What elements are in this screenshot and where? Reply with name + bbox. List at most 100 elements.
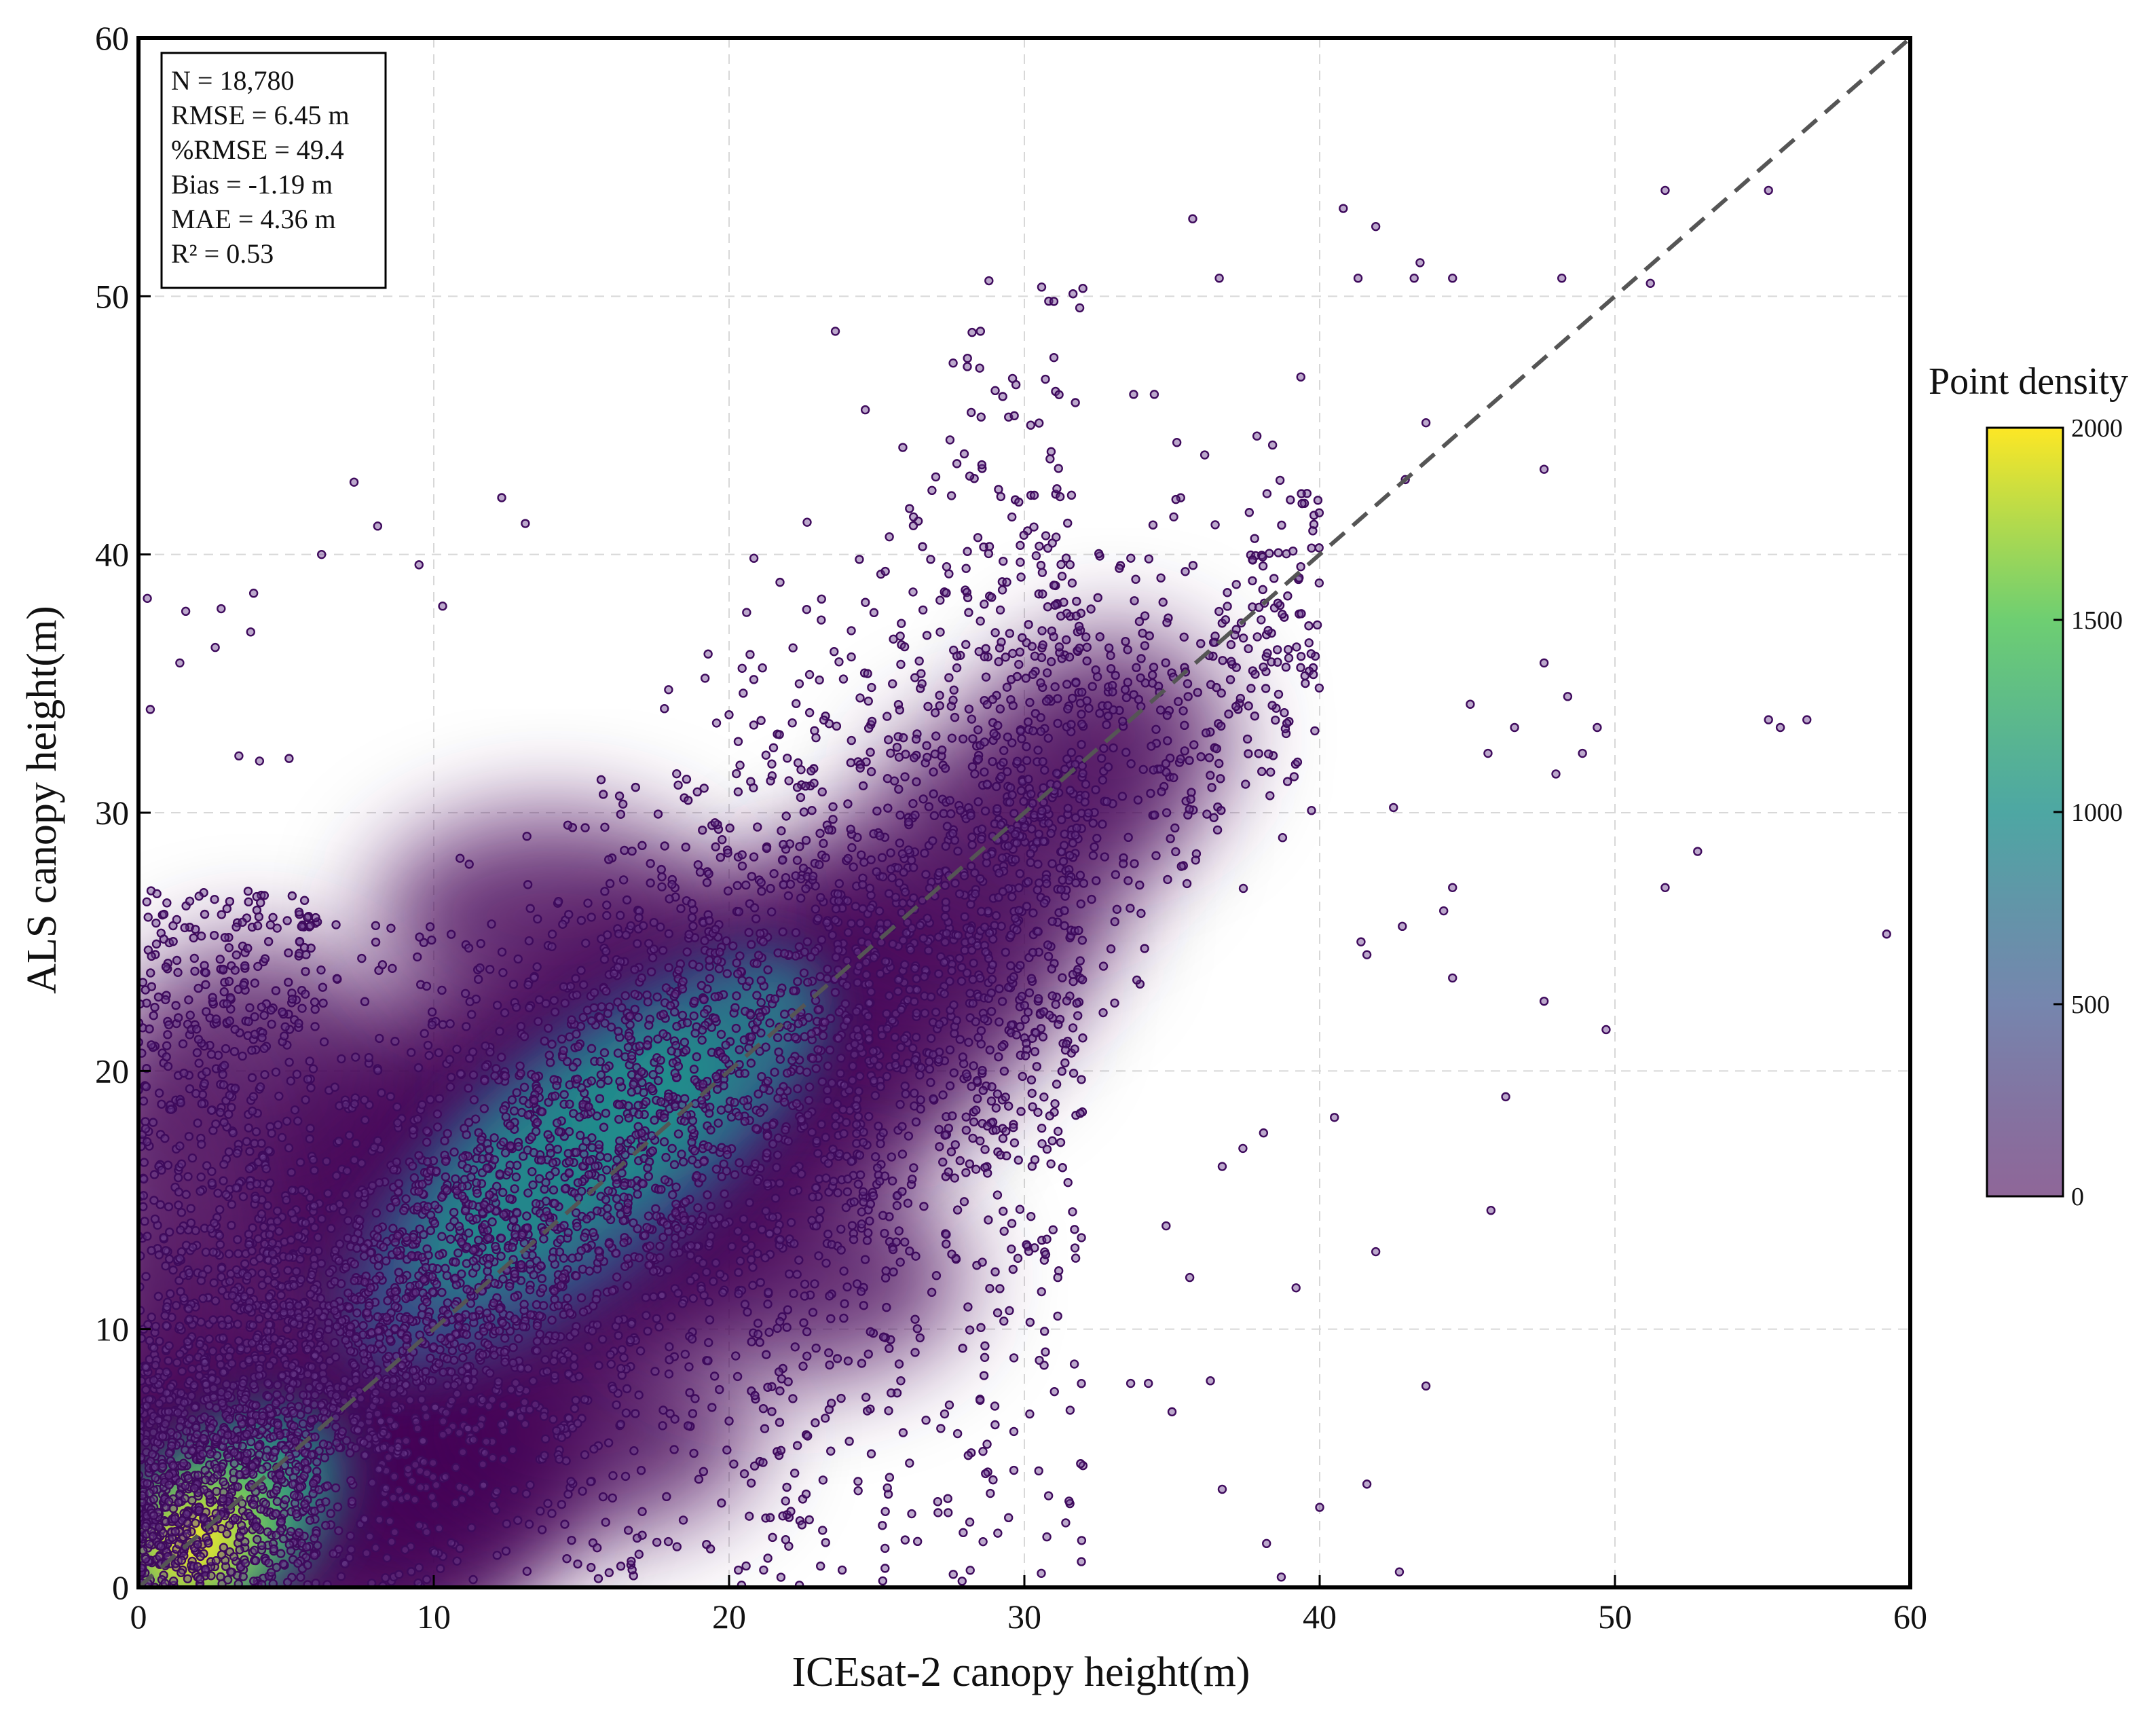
data-point bbox=[1073, 965, 1083, 974]
data-point bbox=[908, 798, 918, 809]
data-point bbox=[525, 1480, 535, 1490]
data-point bbox=[880, 1228, 889, 1238]
data-point bbox=[973, 533, 983, 542]
data-point bbox=[341, 1336, 350, 1345]
data-point bbox=[695, 867, 705, 877]
data-point bbox=[837, 1565, 847, 1575]
data-point bbox=[986, 1006, 997, 1016]
data-point bbox=[781, 811, 791, 821]
data-point bbox=[400, 1314, 410, 1324]
data-point bbox=[897, 1122, 907, 1131]
data-point bbox=[865, 1216, 874, 1226]
data-point bbox=[781, 1535, 791, 1545]
data-point bbox=[857, 880, 868, 889]
data-point bbox=[753, 1329, 763, 1339]
data-point bbox=[320, 1343, 330, 1352]
data-point bbox=[866, 1449, 876, 1458]
data-point bbox=[745, 650, 755, 659]
data-point bbox=[508, 1242, 517, 1252]
data-point bbox=[933, 932, 944, 942]
data-point bbox=[617, 1168, 627, 1178]
data-point bbox=[272, 1390, 282, 1399]
data-point bbox=[817, 615, 826, 625]
data-point bbox=[795, 842, 804, 851]
data-point bbox=[758, 1403, 768, 1414]
data-point bbox=[836, 1393, 846, 1403]
data-point bbox=[918, 542, 927, 551]
data-point bbox=[998, 392, 1007, 401]
data-point bbox=[745, 1511, 754, 1521]
data-point bbox=[1042, 1532, 1052, 1542]
data-point bbox=[699, 1008, 709, 1018]
data-point bbox=[927, 485, 937, 496]
data-point bbox=[422, 1157, 432, 1166]
data-point bbox=[393, 1118, 403, 1128]
data-point bbox=[344, 1302, 354, 1312]
data-point bbox=[644, 1211, 654, 1221]
data-point bbox=[413, 1114, 423, 1124]
data-point bbox=[822, 974, 832, 983]
data-point bbox=[1065, 1405, 1075, 1415]
data-point bbox=[319, 1037, 329, 1047]
data-point bbox=[741, 1234, 750, 1243]
data-point bbox=[645, 1241, 655, 1251]
data-point bbox=[602, 1211, 612, 1221]
data-point bbox=[935, 1019, 944, 1029]
data-point bbox=[563, 1149, 573, 1158]
data-point bbox=[420, 1029, 429, 1038]
data-point bbox=[604, 1239, 614, 1249]
data-point bbox=[181, 1190, 191, 1200]
data-point bbox=[614, 1331, 623, 1340]
data-point bbox=[1048, 1225, 1058, 1234]
data-point bbox=[407, 1251, 417, 1261]
data-point bbox=[284, 978, 293, 987]
data-point bbox=[684, 929, 694, 939]
data-point bbox=[1001, 947, 1010, 957]
data-point bbox=[481, 1062, 490, 1071]
data-point bbox=[603, 1075, 613, 1085]
data-point bbox=[351, 1333, 360, 1343]
data-point bbox=[804, 1095, 814, 1105]
data-point bbox=[524, 936, 534, 946]
data-point bbox=[882, 1009, 891, 1018]
data-point bbox=[710, 992, 720, 1001]
data-point bbox=[842, 896, 853, 906]
data-point bbox=[680, 1349, 690, 1359]
data-point bbox=[352, 1308, 362, 1318]
data-point bbox=[652, 1211, 661, 1221]
data-point bbox=[1065, 786, 1075, 795]
data-point bbox=[749, 1461, 760, 1471]
data-point bbox=[802, 604, 812, 614]
data-point bbox=[840, 1080, 849, 1090]
data-point bbox=[978, 1065, 987, 1075]
data-point bbox=[955, 1035, 965, 1044]
data-point bbox=[1018, 633, 1027, 642]
data-point bbox=[739, 688, 748, 698]
data-point bbox=[451, 1273, 460, 1283]
data-point bbox=[687, 1215, 696, 1225]
data-point bbox=[313, 1541, 322, 1551]
data-point bbox=[883, 803, 893, 813]
data-point bbox=[1024, 1247, 1034, 1256]
data-point bbox=[875, 1177, 885, 1186]
data-point bbox=[912, 777, 921, 787]
data-point bbox=[434, 1250, 444, 1260]
data-point bbox=[601, 1517, 610, 1527]
data-point bbox=[603, 1008, 613, 1018]
data-point bbox=[787, 1056, 797, 1065]
data-point bbox=[179, 1458, 189, 1468]
data-point bbox=[623, 1198, 633, 1209]
data-point bbox=[961, 1112, 971, 1122]
data-point bbox=[1036, 726, 1046, 736]
data-point bbox=[972, 1094, 982, 1103]
data-point bbox=[310, 1350, 320, 1361]
data-point bbox=[889, 1267, 898, 1277]
data-point bbox=[498, 1137, 508, 1147]
data-point bbox=[862, 1406, 872, 1416]
data-point bbox=[489, 1133, 499, 1143]
data-point bbox=[587, 1076, 597, 1086]
data-point bbox=[992, 1190, 1003, 1200]
data-point bbox=[783, 1305, 793, 1314]
data-point bbox=[578, 980, 589, 990]
data-point bbox=[390, 1400, 400, 1410]
